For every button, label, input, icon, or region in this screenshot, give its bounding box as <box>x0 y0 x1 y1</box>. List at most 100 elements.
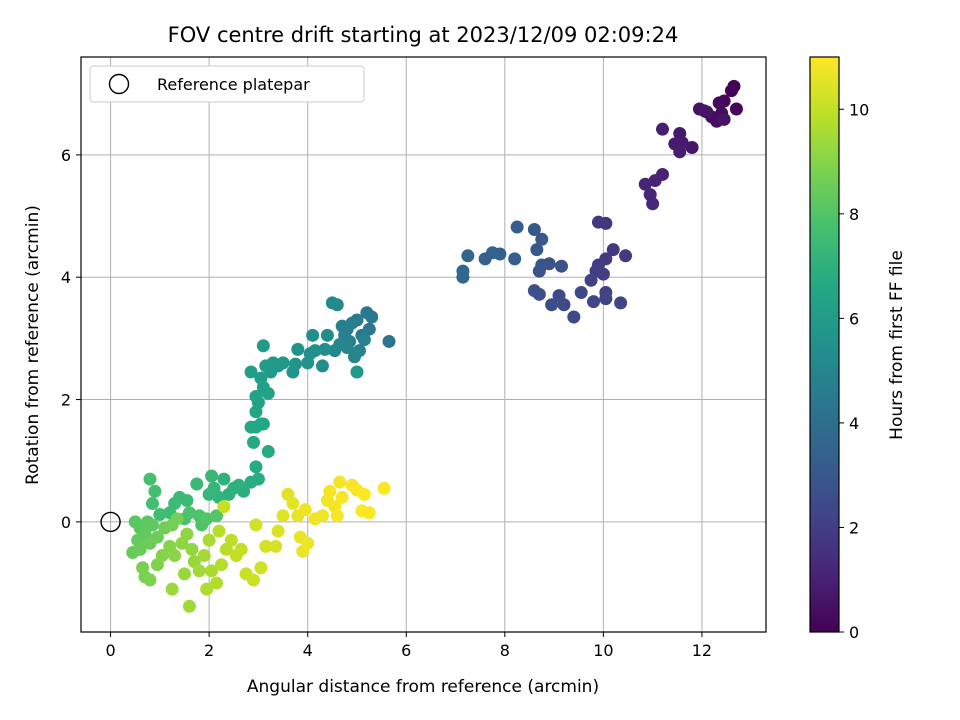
colorbar-frame <box>809 56 840 633</box>
colorbar-tick-label: 6 <box>849 309 859 328</box>
data-point <box>362 506 376 520</box>
colorbar-ticks: 0 2 4 6 8 10 <box>839 100 869 642</box>
data-point <box>190 477 204 491</box>
data-point <box>155 549 169 563</box>
grid-lines <box>81 57 766 632</box>
data-point <box>527 223 541 236</box>
data-point <box>712 96 726 110</box>
data-point <box>212 524 226 538</box>
data-point <box>325 296 339 310</box>
data-point <box>320 328 334 342</box>
data-point <box>192 564 206 578</box>
colorbar-tick-label: 8 <box>849 205 859 224</box>
x-tick-label: 12 <box>692 641 712 660</box>
data-point <box>210 509 224 523</box>
y-tick-label: 2 <box>61 391 71 410</box>
data-point <box>259 539 273 553</box>
data-point <box>323 484 337 498</box>
data-point <box>217 500 231 514</box>
data-point <box>545 298 559 312</box>
data-point <box>301 356 315 370</box>
data-point <box>202 487 216 501</box>
data-point <box>197 549 211 563</box>
data-points <box>126 79 743 613</box>
data-point <box>217 472 231 486</box>
data-point <box>286 365 300 379</box>
data-point <box>180 527 194 541</box>
colorbar-tick-label: 10 <box>849 100 869 119</box>
data-point <box>150 530 164 544</box>
data-point <box>205 469 219 483</box>
data-point <box>249 405 263 419</box>
data-point <box>614 296 628 310</box>
data-point <box>330 509 344 523</box>
x-tick-label: 4 <box>303 641 313 660</box>
colorbar-label: Hours from first FF file <box>887 250 907 440</box>
x-tick-label: 0 <box>105 641 115 660</box>
data-point <box>286 497 300 511</box>
data-point <box>153 508 167 522</box>
data-point <box>246 573 260 587</box>
data-point <box>530 243 544 257</box>
data-point <box>200 582 214 596</box>
data-point <box>261 386 275 400</box>
data-point <box>306 328 320 342</box>
colorbar: 0 2 4 6 8 10 Hours from first FF file <box>809 56 907 642</box>
legend-box <box>89 65 365 103</box>
data-point <box>214 558 228 572</box>
data-point <box>318 342 332 356</box>
y-tick-label: 4 <box>61 268 71 287</box>
data-point <box>182 599 196 613</box>
data-point <box>148 484 162 498</box>
data-point <box>269 539 283 553</box>
data-point <box>244 365 258 379</box>
data-point <box>143 472 157 486</box>
x-tick-label: 6 <box>401 641 411 660</box>
colorbar-tick-label: 2 <box>849 518 859 537</box>
data-point <box>535 258 549 272</box>
data-point <box>291 342 305 356</box>
data-point <box>276 509 290 523</box>
chart-title: FOV centre drift starting at 2023/12/09 … <box>168 23 679 47</box>
data-point <box>249 518 263 532</box>
data-point <box>648 174 662 188</box>
data-point <box>210 576 224 590</box>
data-point <box>224 533 238 547</box>
data-point <box>478 252 492 266</box>
data-point <box>552 289 566 303</box>
data-point <box>456 270 470 284</box>
x-axis-label: Angular distance from reference (arcmin) <box>247 677 599 697</box>
legend: Reference platepar <box>89 65 365 103</box>
plot-frame <box>80 56 767 633</box>
data-point <box>591 215 605 229</box>
data-point <box>619 249 633 263</box>
reference-platepar-marker <box>100 511 121 533</box>
data-point <box>584 273 598 287</box>
data-point <box>646 197 660 211</box>
colorbar-tick-label: 0 <box>849 623 859 642</box>
data-point <box>246 435 260 449</box>
data-point <box>335 490 349 504</box>
data-point <box>656 122 670 136</box>
colorbar-tick-label: 4 <box>849 414 859 433</box>
y-axis-label: Rotation from reference (arcmin) <box>23 205 43 485</box>
data-point <box>254 561 268 575</box>
data-point <box>357 487 371 501</box>
data-point <box>599 292 613 306</box>
x-tick-label: 10 <box>593 641 613 660</box>
data-point <box>222 487 236 501</box>
data-point <box>315 509 329 523</box>
data-point <box>271 524 285 538</box>
data-point <box>301 536 315 550</box>
data-point <box>133 542 147 556</box>
data-point <box>377 481 391 495</box>
data-point <box>729 102 743 116</box>
data-point <box>259 359 273 373</box>
data-point <box>335 319 349 333</box>
data-point <box>261 445 275 459</box>
data-point <box>234 542 248 556</box>
data-point <box>360 306 374 320</box>
data-point <box>165 582 179 596</box>
data-point <box>143 573 157 587</box>
